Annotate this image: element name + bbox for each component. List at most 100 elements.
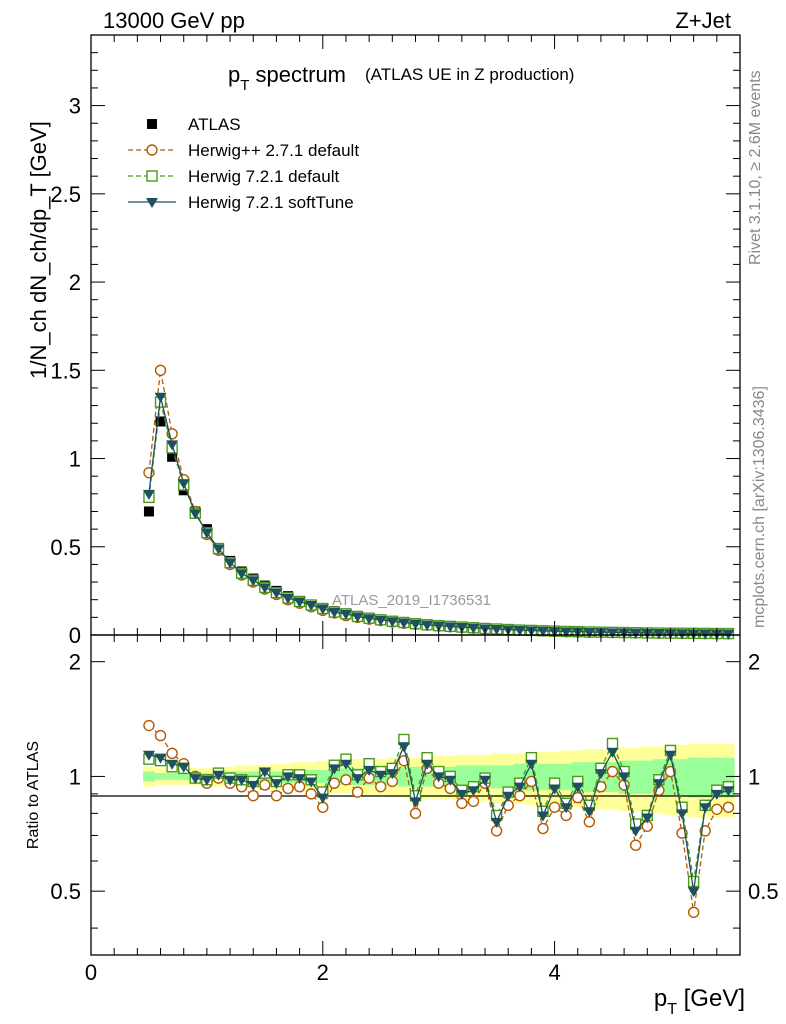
ratio-band-inner bbox=[177, 773, 190, 780]
ratio-band-inner bbox=[502, 765, 515, 789]
data-point bbox=[224, 558, 237, 569]
analysis-label: ATLAS_2019_I1736531 bbox=[332, 592, 491, 609]
data-point bbox=[711, 803, 723, 815]
data-point bbox=[432, 772, 445, 783]
data-point bbox=[583, 816, 596, 828]
ratio-band-inner bbox=[537, 763, 550, 791]
data-point bbox=[328, 777, 341, 789]
data-point bbox=[467, 795, 480, 808]
data-point bbox=[351, 786, 364, 798]
data-point bbox=[606, 628, 619, 639]
data-point bbox=[560, 803, 573, 814]
data-point bbox=[583, 807, 596, 818]
data-point bbox=[200, 528, 213, 539]
data-point bbox=[235, 569, 248, 580]
data-point bbox=[142, 750, 155, 761]
data-point bbox=[652, 779, 665, 790]
data-point bbox=[722, 786, 735, 797]
x-tick-label: 4 bbox=[548, 960, 560, 985]
y-tick-label: 0 bbox=[69, 623, 81, 648]
data-point bbox=[455, 789, 468, 800]
data-point bbox=[432, 621, 445, 632]
data-point bbox=[212, 544, 225, 555]
data-point bbox=[490, 625, 503, 635]
data-point bbox=[606, 737, 619, 750]
ratio-band-inner bbox=[328, 769, 341, 784]
ratio-band-inner bbox=[722, 757, 735, 798]
data-point bbox=[177, 762, 190, 773]
data-point bbox=[502, 791, 515, 802]
legend-label: Herwig 7.2.1 softTune bbox=[188, 193, 354, 212]
data-point bbox=[154, 729, 167, 742]
data-point bbox=[305, 788, 317, 800]
data-point bbox=[560, 627, 573, 638]
data-point bbox=[606, 747, 619, 758]
data-point bbox=[676, 809, 689, 820]
data-point bbox=[374, 615, 387, 626]
data-point bbox=[421, 620, 434, 631]
y-tick-label: 3 bbox=[69, 94, 81, 119]
ratio-band-inner bbox=[629, 760, 642, 794]
data-point bbox=[536, 626, 549, 637]
data-point bbox=[594, 769, 607, 780]
data-point bbox=[316, 793, 329, 804]
data-point bbox=[467, 786, 480, 797]
data-point bbox=[293, 597, 306, 608]
x-tick-label: 2 bbox=[317, 960, 329, 985]
data-point bbox=[189, 509, 202, 520]
data-point bbox=[490, 817, 503, 828]
mcplots-label: mcplots.cern.ch [arXiv:1306.3436] bbox=[751, 386, 768, 628]
data-point bbox=[629, 628, 642, 639]
process-label: Z+Jet bbox=[675, 8, 731, 33]
data-point bbox=[154, 364, 167, 376]
data-point bbox=[316, 604, 329, 615]
ratio-y-tick-label-right: 1 bbox=[748, 764, 760, 789]
data-point bbox=[722, 801, 735, 813]
data-point bbox=[177, 479, 190, 490]
data-point bbox=[606, 765, 619, 778]
data-point bbox=[444, 622, 457, 633]
data-point bbox=[409, 807, 422, 820]
data-point bbox=[421, 759, 434, 770]
data-point bbox=[259, 779, 271, 791]
legend-entry-herwig-7-2-1-softtune: Herwig 7.2.1 softTune bbox=[128, 193, 354, 212]
data-point bbox=[282, 772, 295, 783]
legend-entry-atlas: ATLAS bbox=[147, 115, 241, 134]
data-point bbox=[351, 774, 364, 785]
data-point bbox=[351, 612, 364, 623]
y-tick-label: 0.5 bbox=[50, 535, 81, 560]
chart-title: pT spectrum bbox=[228, 62, 346, 94]
series-herwig-7-2-1-softtune bbox=[142, 392, 735, 640]
data-point bbox=[409, 619, 422, 630]
data-point bbox=[479, 775, 492, 786]
data-point bbox=[258, 767, 271, 778]
data-point bbox=[212, 770, 225, 781]
ratio-band-inner bbox=[166, 773, 179, 780]
axis-tick-labels: 0 2 400.511.522.530.5 0.51 12 2 bbox=[50, 94, 778, 985]
data-point bbox=[270, 790, 283, 802]
data-point bbox=[397, 742, 410, 753]
data-point bbox=[247, 780, 260, 791]
ratio-band-inner bbox=[316, 769, 329, 784]
data-point bbox=[629, 826, 642, 837]
legend-label: ATLAS bbox=[188, 115, 241, 134]
data-point bbox=[374, 770, 387, 781]
data-point bbox=[270, 779, 283, 790]
main-series-layer bbox=[142, 364, 735, 640]
data-point bbox=[328, 764, 341, 775]
rivet-version-label: Rivet 3.1.10, ≥ 2.6M events bbox=[747, 70, 764, 265]
legend-entry-herwig-7-2-1-default: Herwig 7.2.1 default bbox=[128, 167, 339, 186]
data-point bbox=[664, 750, 677, 761]
y-tick-label: 2.5 bbox=[50, 182, 81, 207]
data-point bbox=[502, 799, 514, 811]
ratio-y-tick-label: 1 bbox=[69, 764, 81, 789]
data-point bbox=[687, 875, 700, 888]
data-point bbox=[710, 789, 723, 800]
ratio-band-inner bbox=[456, 765, 469, 789]
legend-label: Herwig 7.2.1 default bbox=[188, 167, 339, 186]
data-point bbox=[548, 801, 561, 813]
axis-ticks bbox=[90, 34, 741, 955]
data-point bbox=[629, 839, 642, 851]
data-point bbox=[339, 759, 352, 770]
